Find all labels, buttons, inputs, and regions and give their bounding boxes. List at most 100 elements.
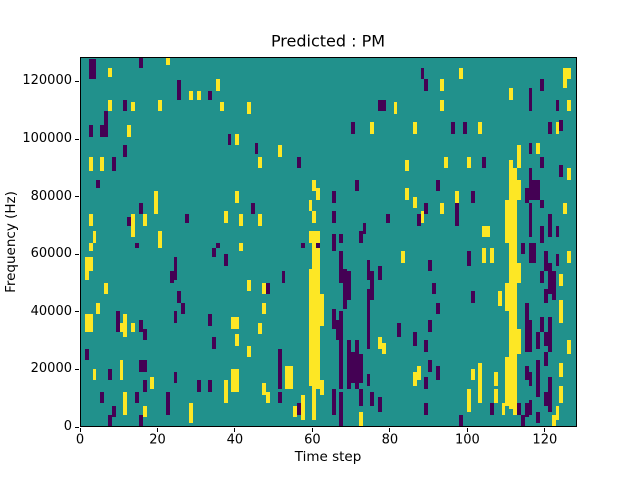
heatmap-cell	[536, 142, 541, 154]
heatmap-cell	[358, 231, 363, 243]
heatmap-cell	[316, 248, 321, 389]
heatmap-cell	[96, 302, 101, 315]
heatmap-cell	[131, 225, 135, 237]
heatmap-cell	[135, 242, 139, 249]
heatmap-cell	[439, 79, 444, 91]
heatmap-cell	[567, 168, 571, 180]
heatmap-cell	[455, 214, 460, 226]
heatmap-cell	[358, 354, 363, 384]
x-tick-mark	[156, 428, 158, 432]
heatmap-cell	[189, 403, 193, 424]
heatmap-cell	[212, 248, 217, 258]
heatmap-cell	[555, 99, 560, 111]
heatmap-cell	[540, 271, 544, 283]
heatmap-cell	[208, 314, 213, 326]
heatmap-cell	[331, 211, 336, 223]
heatmap-cell	[478, 363, 483, 389]
heatmap-cell	[127, 216, 132, 226]
heatmap-cell	[520, 414, 525, 426]
heatmap-cell	[478, 388, 483, 404]
heatmap-cell	[563, 202, 568, 215]
heatmap-cell	[559, 300, 564, 323]
heatmap-cell	[416, 365, 421, 381]
heatmap-cell	[393, 102, 398, 114]
heatmap-cell	[331, 242, 336, 252]
heatmap-cell	[366, 288, 371, 349]
heatmap-cell	[262, 282, 267, 295]
heatmap-cell	[424, 377, 429, 389]
heatmap-cell	[223, 254, 228, 266]
heatmap-cell	[435, 365, 440, 381]
y-tick-mark	[75, 368, 79, 370]
heatmap-cell	[524, 188, 529, 203]
heatmap-cell	[378, 265, 382, 280]
x-tick-label: 20	[149, 432, 166, 448]
heatmap-cell	[312, 179, 317, 192]
heatmap-cell	[466, 156, 471, 169]
x-tick-mark	[234, 428, 236, 432]
heatmap-cell	[138, 202, 143, 215]
heatmap-cell	[509, 242, 514, 409]
heatmap-cell	[316, 242, 321, 249]
heatmap-cell	[466, 388, 471, 412]
x-tick-label: 100	[454, 432, 480, 448]
heatmap-cell	[516, 262, 521, 283]
heatmap-cell	[536, 360, 541, 398]
heatmap-cell	[559, 363, 564, 378]
heatmap-cell	[158, 242, 162, 249]
heatmap-cell	[540, 225, 544, 243]
heatmap-cell	[567, 340, 571, 355]
heatmap-cell	[397, 322, 402, 338]
x-tick-mark	[389, 428, 391, 432]
heatmap-cell	[354, 340, 359, 389]
y-tick-mark	[75, 138, 79, 140]
heatmap-cell	[266, 282, 271, 295]
heatmap-cell	[555, 122, 560, 134]
heatmap-cell	[108, 414, 112, 426]
heatmap-cell	[100, 125, 105, 137]
heatmap-cell	[262, 383, 267, 395]
heatmap-cell	[123, 391, 128, 415]
heatmap-cell	[354, 179, 359, 192]
heatmap-cell	[378, 337, 382, 349]
heatmap-cell	[540, 79, 544, 91]
heatmap-cell	[567, 99, 571, 111]
heatmap-cell	[459, 68, 463, 80]
heatmap-cell	[142, 328, 147, 341]
heatmap-cell	[401, 251, 406, 263]
heatmap-cell	[96, 179, 101, 189]
heatmap-cell	[470, 291, 475, 303]
heatmap-cell	[370, 271, 375, 300]
heatmap-cell	[100, 156, 105, 172]
heatmap-cell	[173, 371, 178, 384]
heatmap-cell	[335, 320, 340, 341]
heatmap-cell	[331, 388, 336, 415]
heatmap-cell	[277, 391, 282, 404]
heatmap-cell	[138, 414, 143, 426]
y-tick-label: 40000	[30, 303, 72, 319]
heatmap-cell	[459, 414, 463, 426]
heatmap-cell	[227, 133, 232, 146]
heatmap-cell	[320, 380, 325, 395]
heatmap-cell	[543, 391, 548, 406]
y-tick-mark	[75, 196, 79, 198]
heatmap-cell	[489, 248, 494, 263]
heatmap-cell	[501, 403, 506, 415]
heatmap-cell	[497, 291, 502, 306]
heatmap-cell	[505, 282, 510, 312]
x-tick-mark	[311, 428, 313, 432]
heatmap-cell	[142, 380, 147, 392]
heatmap-cell	[92, 231, 97, 243]
x-tick-mark	[544, 428, 546, 432]
heatmap-cell	[563, 68, 568, 89]
heatmap-cell	[567, 251, 571, 263]
heatmap-cell	[528, 202, 533, 226]
heatmap-cell	[470, 368, 475, 381]
heatmap-cell	[412, 122, 417, 134]
heatmap-cell	[277, 348, 282, 389]
heatmap-cell	[509, 159, 514, 243]
heatmap-cell	[239, 214, 244, 226]
heatmap-cell	[189, 90, 193, 100]
heatmap-cell	[331, 308, 336, 329]
heatmap-cell	[196, 90, 201, 100]
